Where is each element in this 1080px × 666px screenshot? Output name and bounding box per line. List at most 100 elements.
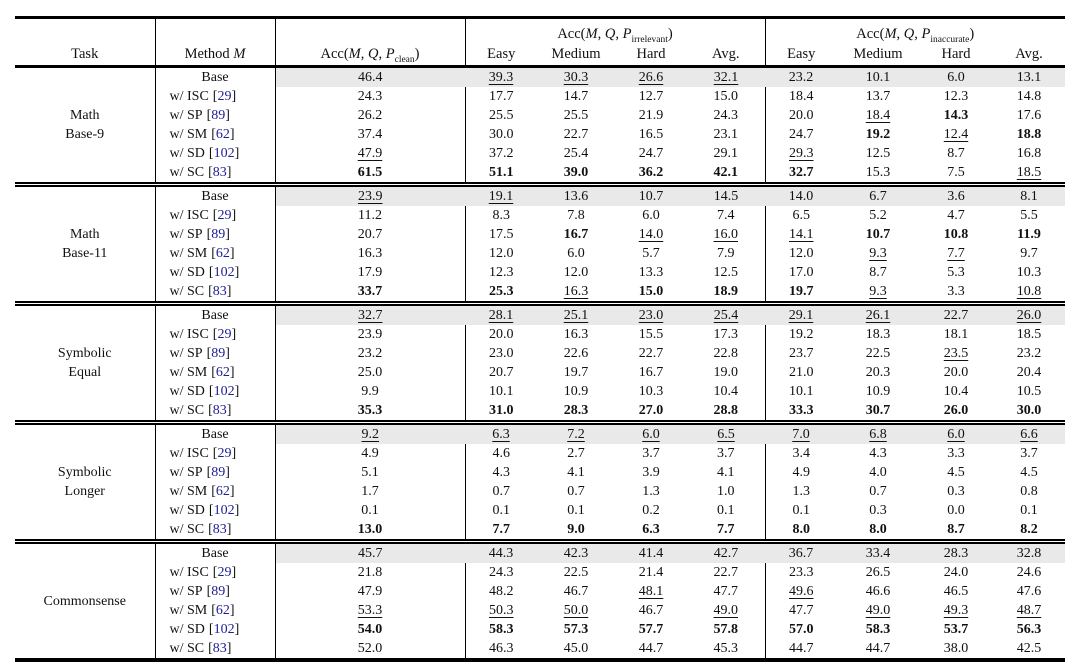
citation-link[interactable]: 89 [211,227,226,242]
value-cell: 29.1 [765,303,837,325]
value-cell: 7.4 [687,206,766,225]
citation-link[interactable]: 102 [213,146,235,161]
value-cell: 0.8 [1020,484,1038,499]
value-cell: 8.2 [1020,522,1038,537]
citation-link[interactable]: 29 [217,327,232,342]
citation-link[interactable]: 83 [212,641,227,656]
citation-link[interactable]: 102 [213,622,235,637]
citation-link[interactable]: 102 [213,384,235,399]
subcolumn-header-ina-hard: Hard [941,46,971,62]
method-label: w/ SP [89] [155,582,276,601]
table-row: w/ SP [89] 20.7 17.5 16.7 14.0 16.0 14.1 10.7 10.… [15,225,1065,244]
value-cell: 46.7 [638,603,664,618]
value-cell: 22.7 [563,127,589,142]
table-row: w/ SP [89] 23.2 23.0 22.6 22.7 22.8 23.7 22.5 23.… [15,344,1065,363]
citation-link[interactable]: 102 [213,503,235,518]
value-cell: 3.3 [947,446,965,461]
value-cell: 8.3 [492,208,511,223]
value-cell: 6.0 [615,422,687,444]
citation-link[interactable]: 62 [215,246,230,261]
citation-link[interactable]: 102 [213,265,235,280]
value-cell: 46.4 [275,66,465,87]
value-cell: 47.6 [1016,584,1042,599]
citation-link[interactable]: 29 [217,89,232,104]
value-cell: 7.7 [687,520,766,542]
value-cell: 14.3 [943,108,969,123]
citation-link[interactable]: 83 [212,522,227,537]
value-cell: 5.2 [869,208,887,223]
table-row: w/ ISC [29] 11.2 8.3 7.8 6.0 7.4 6.5 5.2 4.7 5.5 [15,206,1065,225]
method-label: w/ ISC [29] [155,325,276,344]
value-cell: 4.9 [792,465,811,480]
citation: [62] [211,127,235,142]
value-cell: 18.5 [1016,165,1042,180]
value-cell: 48.1 [638,584,664,599]
value-cell: 46.3 [489,641,514,656]
citation: [102] [208,503,240,518]
value-cell: 7.7 [947,246,965,261]
value-cell: 50.3 [489,603,514,618]
value-cell: 32.1 [687,66,765,87]
method-label: w/ SP [89] [155,106,276,125]
method-label: w/ SP [89] [155,344,276,363]
value-cell: 5.3 [947,265,965,280]
value-cell: 13.0 [275,520,466,542]
subcolumn-header-irr-medium: Medium [551,46,601,62]
table-row: Math Base-11 Base 23.9 19.1 13.6 10.7 14.5 14.0 6… [15,184,1065,304]
value-cell: 24.3 [275,87,466,106]
value-cell: 25.4 [563,146,589,161]
value-cell: 17.5 [489,227,514,242]
citation-link[interactable]: 89 [211,584,226,599]
value-cell: 0.1 [492,503,511,518]
value-cell: 10.1 [789,384,814,399]
value-cell: 24.7 [638,146,664,161]
acc-clean-formula: Acc(M, Q, Pclean) [320,46,420,65]
value-cell: 24.6 [1016,565,1042,580]
value-cell: 30.0 [1016,403,1042,418]
method-label: Base [155,303,276,325]
acc-inaccurate-formula: Acc(M, Q, Pinaccurate) [856,26,975,45]
citation-link[interactable]: 29 [217,446,232,461]
value-cell: 10.8 [943,227,969,242]
citation-link[interactable]: 83 [212,165,227,180]
value-cell: 12.0 [489,246,514,261]
value-cell: 14.7 [563,89,589,104]
citation-link[interactable]: 83 [212,403,227,418]
value-cell: 9.3 [869,284,887,299]
citation: [102] [208,622,240,637]
value-cell: 10.3 [1016,265,1042,280]
value-cell: 3.7 [687,444,766,463]
method-label: w/ ISC [29] [155,563,276,582]
task-block: Symbolic Longer Base 9.2 6.3 7.2 6.0 6.5 7.0 6.8 6… [15,422,1065,542]
value-cell: 10.9 [563,384,589,399]
task-label: Math Base-11 [15,184,156,304]
value-cell: 13.3 [638,265,664,280]
table-header: Task Method M Acc(M, Q, Pclean) Acc(M, Q… [15,17,1065,67]
citation-link[interactable]: 83 [212,284,227,299]
citation-link[interactable]: 29 [217,565,232,580]
citation-link[interactable]: 62 [215,603,230,618]
value-cell: 10.1 [489,384,514,399]
citation-link[interactable]: 89 [211,108,226,123]
citation-link[interactable]: 89 [211,346,226,361]
value-cell: 24.3 [489,565,514,580]
citation-link[interactable]: 62 [215,484,230,499]
method-label: w/ SC [83] [155,163,276,185]
citation-link[interactable]: 62 [215,127,230,142]
value-cell: 51.1 [489,165,514,180]
citation-link[interactable]: 29 [217,208,232,223]
task-block: Math Base-9 Base 46.4 39.3 30.3 26.6 32.1 23.2 10… [15,66,1065,185]
value-cell: 19.2 [865,127,891,142]
method-label: w/ ISC [29] [155,206,276,225]
value-cell: 4.3 [492,465,511,480]
citation-link[interactable]: 62 [215,365,230,380]
method-label: w/ ISC [29] [155,87,276,106]
citation-link[interactable]: 89 [211,465,226,480]
value-cell: 22.5 [563,565,589,580]
value-cell: 54.0 [275,620,466,639]
value-cell: 33.3 [789,403,814,418]
method-label: w/ SC [83] [155,639,276,660]
citation: [89] [206,584,230,599]
value-cell: 26.2 [275,106,466,125]
